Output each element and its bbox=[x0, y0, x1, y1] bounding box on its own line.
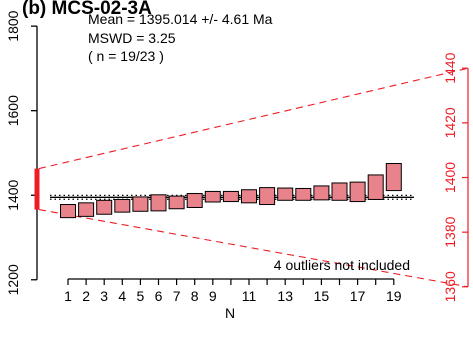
outlier-note: 4 outliers not included bbox=[274, 257, 410, 273]
left-axis: 1200 1400 1600 1800 bbox=[5, 10, 40, 295]
right-axis: 1360 1380 1400 1420 1440 bbox=[442, 52, 469, 302]
x-axis-tick-label: 2 bbox=[82, 288, 90, 304]
data-box-7 bbox=[168, 195, 185, 210]
right-axis-tick-label: 1380 bbox=[442, 216, 458, 247]
x-axis-tick-label: 11 bbox=[242, 288, 257, 304]
data-box-12 bbox=[259, 187, 276, 206]
right-axis-tick-label: 1420 bbox=[442, 107, 458, 138]
data-box-18 bbox=[367, 174, 384, 200]
fan-upper-line bbox=[38, 67, 469, 170]
mswd-text: MSWD = 3.25 bbox=[88, 30, 176, 46]
mean-text: Mean = 1395.014 +/- 4.61 Ma bbox=[88, 11, 273, 27]
x-axis-tick-label: 17 bbox=[350, 288, 366, 304]
x-axis-tick-label: 15 bbox=[314, 288, 330, 304]
data-box-15 bbox=[313, 185, 330, 201]
right-axis-tick-label: 1440 bbox=[442, 52, 458, 83]
data-box-4 bbox=[114, 198, 131, 213]
x-axis-tick-label: 19 bbox=[386, 288, 402, 304]
x-axis-tick-label: 3 bbox=[100, 288, 108, 304]
data-box-14 bbox=[295, 187, 312, 201]
x-axis-tick-label: 1 bbox=[64, 288, 72, 304]
n-count-text: ( n = 19/23 ) bbox=[88, 48, 164, 64]
data-box-13 bbox=[277, 187, 294, 201]
right-axis-tick-label: 1360 bbox=[442, 271, 458, 302]
left-axis-tick-label: 1600 bbox=[5, 95, 21, 126]
data-box-9 bbox=[204, 190, 221, 203]
right-axis-tick-label: 1400 bbox=[442, 162, 458, 193]
x-axis: 1 2 3 4 5 6 7 8 9 11 13 15 17 19 bbox=[64, 278, 402, 304]
data-box-17 bbox=[349, 181, 366, 203]
left-axis-tick-label: 1800 bbox=[5, 10, 21, 41]
x-axis-tick-label: 5 bbox=[137, 288, 145, 304]
data-boxes bbox=[60, 163, 402, 219]
x-axis-tick-label: 7 bbox=[173, 288, 181, 304]
chart-title: (b) MCS-02-3A bbox=[22, 0, 152, 19]
x-axis-tick-label: 13 bbox=[277, 288, 293, 304]
x-axis-tick-label: 9 bbox=[209, 288, 217, 304]
data-box-19 bbox=[385, 163, 402, 192]
left-axis-tick-label: 1400 bbox=[5, 179, 21, 210]
data-box-2 bbox=[78, 202, 95, 217]
x-axis-tick-label: 8 bbox=[191, 288, 199, 304]
data-box-1 bbox=[60, 204, 76, 219]
data-box-10 bbox=[222, 190, 239, 203]
data-box-11 bbox=[241, 189, 257, 204]
x-axis-tick-label: 6 bbox=[155, 288, 163, 304]
confidence-fan bbox=[38, 67, 469, 288]
x-axis-tick-label: 4 bbox=[118, 288, 126, 304]
fan-lower-line bbox=[38, 209, 469, 288]
x-axis-title: N bbox=[225, 305, 235, 321]
data-box-3 bbox=[96, 199, 113, 215]
data-box-6 bbox=[150, 194, 167, 212]
left-axis-tick-label: 1200 bbox=[5, 264, 21, 295]
data-box-8 bbox=[186, 193, 203, 208]
data-box-16 bbox=[331, 182, 348, 201]
data-box-5 bbox=[132, 196, 149, 212]
